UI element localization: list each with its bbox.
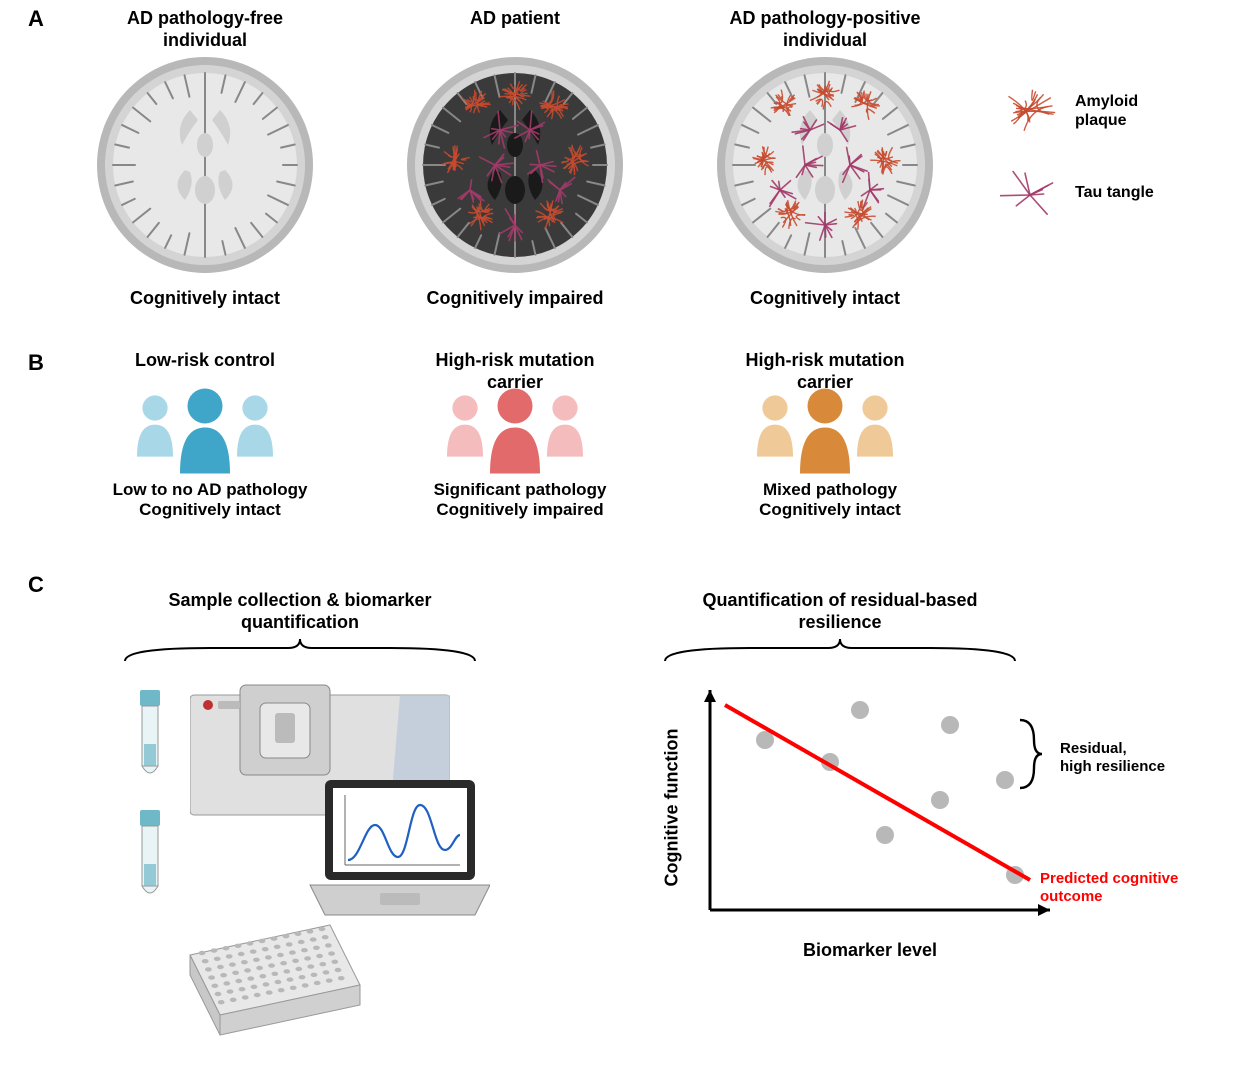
right-brace [660, 636, 1020, 666]
left-brace [120, 636, 480, 666]
panel-c-right-title: Quantification of residual-basedresilien… [640, 590, 1040, 633]
chart-residual-label: Residual,high resilience [1060, 740, 1165, 776]
laptop-icon [300, 775, 490, 925]
group-3-caption: Mixed pathologyCognitively intact [690, 480, 970, 520]
panel-b-letter: B [28, 350, 44, 376]
brain-2-title: AD patient [380, 8, 650, 30]
brain-1 [90, 50, 320, 280]
people-group-2 [420, 378, 610, 478]
people-group-3 [730, 378, 920, 478]
group-1-caption: Low to no AD pathologyCognitively intact [70, 480, 350, 520]
brain-3-title: AD pathology-positiveindividual [690, 8, 960, 51]
brain-1-caption: Cognitively intact [70, 288, 340, 309]
resilience-chart [690, 680, 1050, 940]
brain-3 [710, 50, 940, 280]
people-group-1 [110, 378, 300, 478]
group-1-title: Low-risk control [70, 350, 340, 372]
tube-2-icon [130, 810, 170, 900]
figure-root: A AD pathology-freeindividual Cognitivel… [0, 0, 1260, 1084]
legend-amyloid-label: Amyloidplaque [1075, 92, 1138, 130]
chart-predicted-label: Predicted cognitiveoutcome [1040, 870, 1178, 906]
group-2-caption: Significant pathologyCognitively impaire… [380, 480, 660, 520]
legend-tau-label: Tau tangle [1075, 183, 1154, 202]
chart-y-label: Cognitive function [662, 698, 683, 918]
brain-2 [400, 50, 630, 280]
panel-c-letter: C [28, 572, 44, 598]
legend-tau-icon [1000, 170, 1060, 220]
well-plate-icon [170, 915, 370, 1045]
chart-x-label: Biomarker level [760, 940, 980, 961]
tube-1-icon [130, 690, 170, 780]
legend-amyloid-icon [1000, 80, 1060, 140]
brain-1-title: AD pathology-freeindividual [70, 8, 340, 51]
brain-3-caption: Cognitively intact [690, 288, 960, 309]
panel-c-left-title: Sample collection & biomarkerquantificat… [100, 590, 500, 633]
brain-2-caption: Cognitively impaired [380, 288, 650, 309]
panel-a-letter: A [28, 6, 44, 32]
